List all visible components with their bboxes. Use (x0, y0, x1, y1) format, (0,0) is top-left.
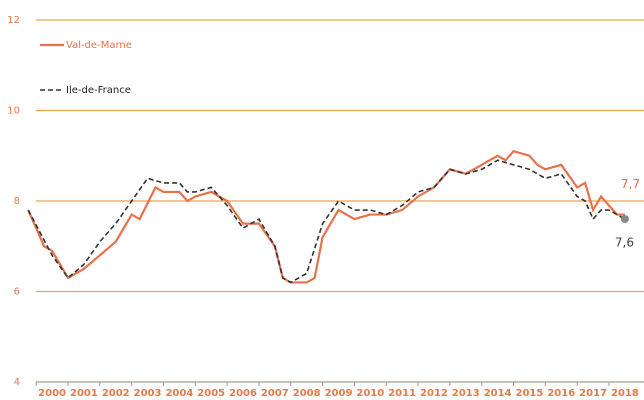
x-tick-label: 2016 (547, 388, 575, 399)
y-tick-label: 12 (7, 15, 20, 26)
legend-label: Val-de-Marne (66, 40, 132, 51)
y-tick-label: 4 (14, 377, 20, 388)
x-tick-label: 2017 (579, 388, 607, 399)
x-tick-label: 2015 (516, 388, 544, 399)
end-label: 7,7 (621, 177, 640, 191)
x-tick-label: 2012 (420, 388, 448, 399)
series-line (27, 159, 626, 284)
end-dot (620, 215, 629, 224)
x-tick-label: 2001 (70, 388, 98, 399)
x-tick-label: 2014 (484, 388, 512, 399)
x-tick-label: 2007 (261, 388, 289, 399)
x-tick-label: 2013 (452, 388, 480, 399)
x-tick-label: 2004 (165, 388, 193, 399)
x-tick-label: 2018 (611, 388, 639, 399)
x-tick-label: 2010 (356, 388, 384, 399)
x-tick-label: 2003 (134, 388, 162, 399)
x-tick-label: 2006 (229, 388, 257, 399)
y-tick-label: 10 (7, 106, 20, 117)
x-tick-label: 2000 (38, 388, 66, 399)
y-tick-label: 6 (14, 287, 20, 298)
end-label: 7,6 (615, 236, 634, 250)
x-tick-label: 2008 (293, 388, 321, 399)
y-tick-label: 8 (14, 196, 20, 207)
series-line (27, 149, 625, 284)
x-tick-label: 2002 (102, 388, 130, 399)
legend-label: Ile-de-France (66, 85, 131, 96)
x-tick-label: 2011 (388, 388, 416, 399)
x-tick-label: 2009 (325, 388, 353, 399)
x-tick-label: 2005 (197, 388, 225, 399)
